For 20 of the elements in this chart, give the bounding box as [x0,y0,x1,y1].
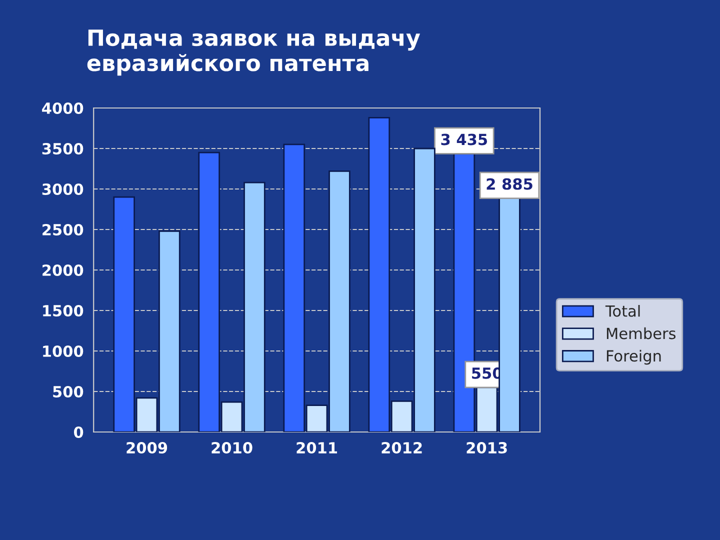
x-tick-label: 2012 [382,442,422,454]
y-tick-label: 0 [74,426,84,438]
y-tick-label: 1000 [43,345,84,358]
data-label: 2 885 [486,178,532,190]
y-tick-label: 4000 [42,102,84,114]
legend-label: Total [605,304,640,317]
y-tick-label: 2500 [42,224,84,236]
chart-title: Подача заявок на выдачу евразийского патента [87,30,420,76]
data-label: 3 435 [441,134,488,146]
y-tick-label: 3000 [42,183,84,196]
legend-label: Foreign [606,350,661,365]
y-tick-label: 2000 [42,264,84,276]
y-tick-label: 3500 [42,142,84,155]
x-tick-label: 2013 [466,442,507,454]
x-tick-label: 2011 [296,442,338,454]
x-tick-label: 2009 [126,442,168,454]
legend-label: Members [606,327,676,340]
y-tick-label: 500 [53,386,84,398]
x-tick-label: 2010 [212,442,252,454]
y-tick-label: 1500 [43,304,84,317]
